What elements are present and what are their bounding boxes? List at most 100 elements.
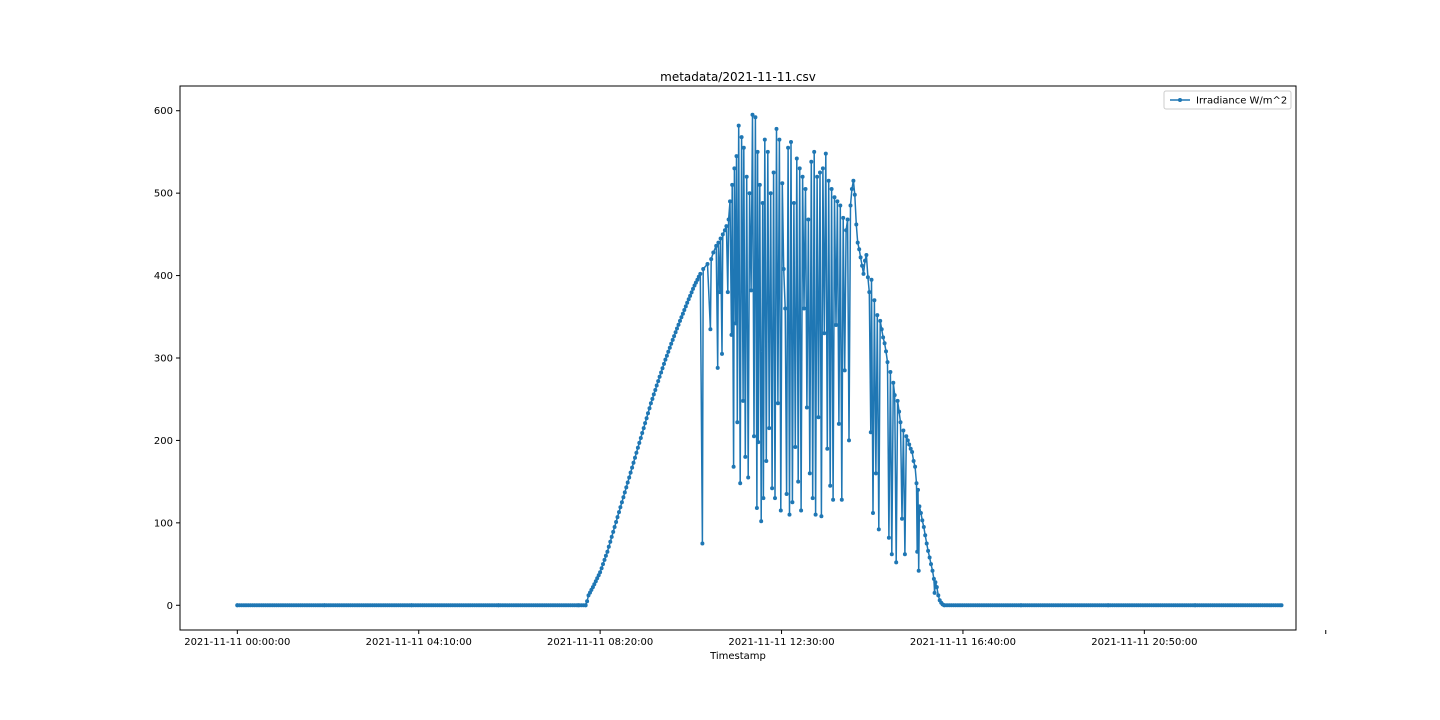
data-point (618, 505, 623, 510)
data-point (722, 228, 727, 233)
data-point (627, 475, 632, 480)
data-point (730, 182, 735, 187)
data-point (622, 490, 627, 495)
data-point (664, 353, 669, 358)
data-point (701, 267, 706, 271)
data-point (765, 149, 770, 154)
data-point (720, 232, 725, 237)
data-point (760, 201, 765, 205)
data-point (891, 380, 896, 385)
data-point (709, 257, 714, 262)
data-point (596, 573, 601, 578)
data-point (691, 286, 695, 291)
data-point (793, 445, 798, 449)
data-point (663, 357, 668, 362)
data-point (717, 290, 722, 295)
data-point (802, 306, 806, 311)
data-point (791, 201, 796, 205)
data-point (829, 187, 834, 191)
data-point (815, 174, 820, 179)
data-point (931, 576, 936, 581)
data-point (841, 215, 846, 220)
data-point (634, 450, 639, 455)
data-point (781, 267, 786, 271)
data-point (615, 515, 620, 520)
data-point (1278, 603, 1282, 608)
data-point (845, 217, 850, 222)
data-point (924, 541, 929, 546)
data-point (847, 438, 851, 443)
data-point (921, 525, 926, 529)
data-point (647, 406, 652, 411)
data-point (682, 308, 687, 312)
data-point (835, 199, 840, 204)
data-point (593, 579, 598, 584)
data-point (598, 570, 603, 575)
data-point (743, 454, 748, 459)
data-point (867, 290, 872, 295)
data-point (708, 327, 713, 332)
data-point (907, 442, 912, 447)
data-point (881, 335, 886, 340)
data-point (889, 552, 894, 557)
data-point (851, 178, 856, 183)
data-point (599, 566, 604, 571)
data-point (865, 275, 870, 280)
data-point (927, 555, 932, 560)
data-point (679, 315, 684, 320)
data-point (775, 401, 780, 406)
data-point (662, 361, 666, 366)
data-point (759, 519, 764, 524)
data-point (716, 240, 721, 245)
data-point (644, 416, 649, 421)
y-tick-label: 400 (154, 271, 173, 282)
data-point (790, 500, 795, 505)
data-point (933, 580, 938, 585)
data-point (771, 170, 776, 175)
data-point (761, 496, 766, 501)
data-point (863, 258, 867, 263)
data-point (809, 159, 814, 164)
data-point (923, 533, 928, 538)
y-tick-label: 500 (154, 189, 173, 200)
data-point (678, 318, 682, 323)
data-point (686, 297, 691, 302)
data-point (828, 483, 833, 488)
data-point (826, 178, 831, 183)
data-point (606, 544, 611, 549)
data-point (611, 529, 616, 534)
data-point (807, 471, 812, 476)
data-point (832, 195, 837, 200)
data-point (624, 485, 629, 490)
data-point (803, 187, 808, 191)
data-point (714, 243, 719, 248)
data-point (818, 170, 822, 175)
data-point (872, 298, 877, 303)
data-point (711, 250, 716, 255)
data-point (858, 255, 863, 260)
data-point (895, 398, 900, 403)
data-point (670, 337, 675, 342)
data-point (659, 370, 664, 375)
data-point (696, 274, 701, 279)
data-point (842, 368, 847, 373)
data-point (720, 351, 724, 356)
data-point (800, 174, 805, 179)
data-point (689, 290, 694, 295)
data-point (614, 520, 619, 524)
data-point (585, 599, 590, 604)
data-point (885, 360, 890, 365)
data-point (631, 460, 636, 465)
data-point (825, 446, 830, 451)
data-point (672, 334, 677, 339)
data-point (820, 166, 825, 171)
data-point (619, 500, 624, 505)
data-point (612, 525, 617, 529)
data-point (755, 149, 760, 154)
data-point (589, 587, 594, 592)
data-point (884, 349, 888, 354)
data-point (669, 341, 674, 346)
y-tick-label: 200 (154, 436, 173, 447)
x-tick-label: 2021-11-11 16:40:00 (910, 637, 1016, 648)
